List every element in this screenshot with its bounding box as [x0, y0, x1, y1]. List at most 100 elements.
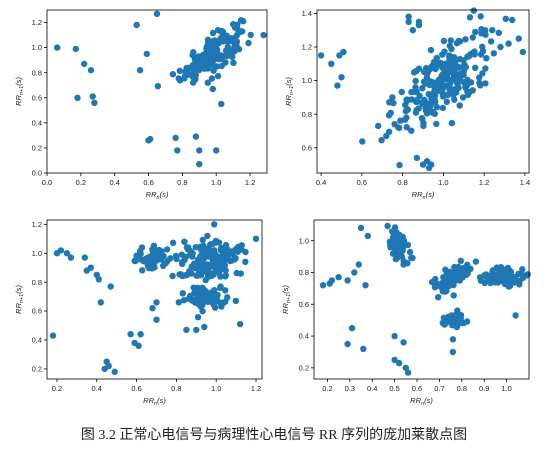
scatter-point: [153, 299, 160, 306]
cluster-point: [452, 59, 459, 66]
scatter-point: [101, 365, 108, 373]
cluster-point: [240, 18, 247, 25]
cluster-point: [196, 296, 204, 304]
cluster-point: [419, 85, 426, 92]
scatter-point: [344, 277, 351, 284]
cluster-point: [208, 59, 216, 66]
cluster-point: [204, 232, 211, 240]
cluster-point: [217, 284, 224, 291]
scatter-point: [360, 345, 367, 352]
cluster-point: [211, 254, 218, 261]
scatter-point: [405, 13, 412, 20]
cluster-point: [412, 109, 420, 116]
scatter-point: [415, 21, 423, 29]
cluster-point: [247, 31, 254, 39]
cluster-point: [201, 65, 208, 72]
cluster-point: [209, 29, 217, 37]
cluster-point: [440, 37, 448, 45]
cluster-point: [482, 27, 489, 34]
cluster-point: [396, 161, 403, 169]
scatter-point: [81, 254, 89, 261]
scatter-point: [409, 27, 416, 34]
cluster-point: [482, 65, 489, 72]
y-tick-label: 0.0: [32, 169, 42, 178]
cluster-point: [435, 81, 442, 88]
cluster-point: [182, 68, 189, 75]
cluster-point: [210, 301, 217, 308]
cluster-point: [430, 109, 437, 116]
cluster-point: [245, 39, 252, 47]
cluster-point: [446, 42, 453, 50]
cluster-point: [211, 287, 218, 294]
scatter-point: [67, 254, 75, 261]
scatter-point: [133, 21, 140, 29]
scatter-point: [95, 276, 103, 283]
scatter-point: [519, 266, 526, 273]
cluster-point: [457, 257, 464, 264]
cluster-point: [387, 109, 394, 117]
cluster-point: [220, 255, 227, 262]
cluster-point: [176, 77, 184, 84]
scatter-point: [89, 93, 96, 100]
scatter-point: [428, 161, 435, 168]
scatter-point: [383, 132, 390, 140]
cluster-point: [139, 267, 146, 274]
cluster-point: [449, 322, 456, 329]
cluster-point: [501, 266, 508, 274]
cluster-point: [477, 13, 484, 20]
scatter-point: [338, 74, 345, 81]
cluster-point: [359, 138, 366, 145]
x-tick-label: 1.2: [251, 384, 261, 393]
scatter-point: [449, 336, 457, 343]
scatter-point: [497, 43, 504, 51]
cluster-point: [145, 263, 152, 270]
scatter-point: [149, 305, 156, 312]
cluster-point: [133, 252, 140, 259]
cluster-point: [161, 260, 168, 268]
cluster-point: [193, 272, 200, 279]
y-axis-label: RRn+1(s): [14, 77, 25, 106]
cluster-point: [491, 271, 498, 278]
scatter-point: [201, 323, 208, 331]
cluster-point: [461, 61, 468, 68]
scatter-point: [335, 274, 342, 281]
scatter-point: [127, 331, 134, 338]
scatter-point: [355, 261, 362, 268]
cluster-point: [443, 98, 450, 106]
x-tick-label: 0.9: [479, 384, 489, 393]
y-tick-label: 1.2: [32, 220, 42, 229]
cluster-point: [470, 7, 477, 14]
x-tick-label: 0.8: [177, 178, 187, 187]
scatter-point: [348, 324, 356, 332]
scatter-point: [192, 72, 200, 79]
cluster-point: [215, 51, 222, 58]
cluster-point: [422, 80, 429, 87]
cluster-point: [467, 265, 474, 273]
cluster-point: [234, 248, 241, 255]
cluster-point: [208, 272, 215, 279]
scatter-plot-2: 0.4 0.6 0.8 1.0 1.2 1.4 0.6 0.8 1.0 1.2 1.4 RRn(s) R…: [284, 7, 530, 201]
cluster-point: [524, 271, 531, 278]
cluster-point: [204, 36, 212, 43]
cluster-point: [456, 38, 464, 45]
cluster-point: [150, 245, 158, 253]
cluster-point: [457, 312, 465, 319]
scatter-point: [211, 221, 218, 228]
cluster-point: [179, 272, 186, 280]
points-layer-2: [317, 7, 527, 172]
cluster-point: [502, 15, 509, 22]
cluster-point: [179, 260, 186, 267]
cluster-point: [395, 252, 403, 259]
y-tick-label: 0.4: [32, 118, 42, 127]
cluster-point: [442, 266, 449, 273]
cluster-point: [183, 244, 191, 251]
scatter-point: [334, 82, 341, 89]
cluster-point: [445, 272, 453, 279]
cluster-point: [439, 104, 447, 112]
y-tick-label: 1.0: [32, 43, 42, 52]
scatter-point: [489, 27, 496, 34]
cluster-point: [412, 77, 419, 85]
cluster-point: [439, 89, 446, 97]
cluster-point: [459, 94, 467, 101]
x-tick-label: 0.6: [357, 178, 367, 187]
